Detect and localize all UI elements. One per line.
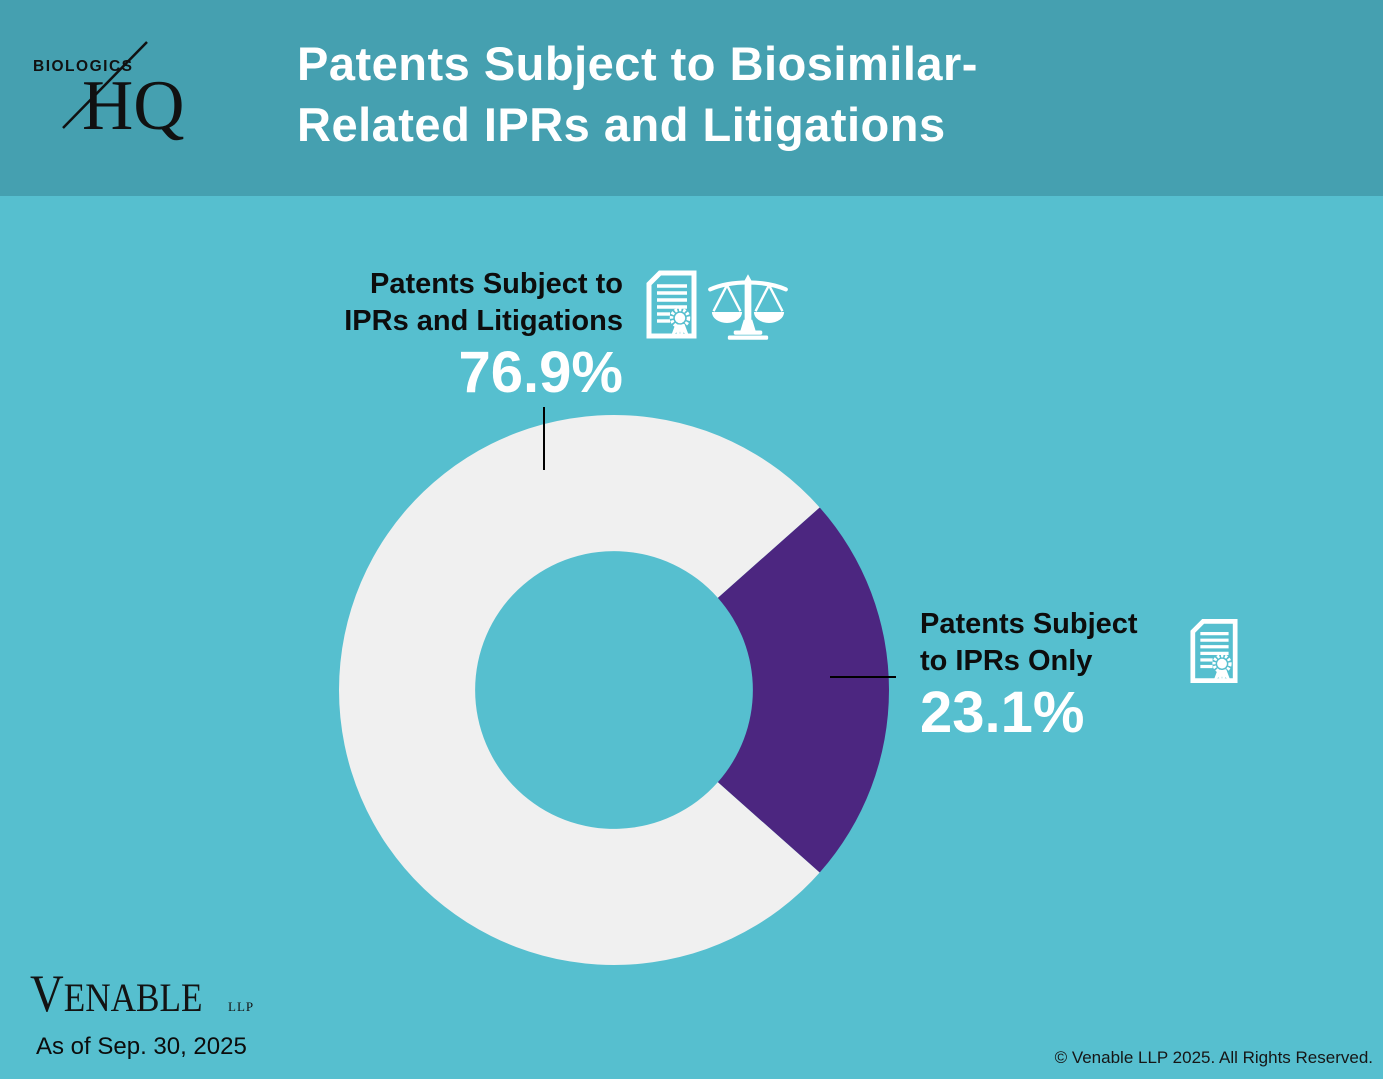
callout-iprs-and-litigations: Patents Subject to IPRs and Litigations … [344,266,623,403]
callout-right-percent: 23.1% [920,680,1085,745]
callout-right-label-line2: to IPRs Only [920,645,1093,677]
certificate-icon [646,270,697,339]
callout-left-label-line2: IPRs and Litigations [344,305,623,337]
callout-left-percent: 76.9% [458,340,623,405]
venable-logo-text: VENABLE [30,965,203,1023]
donut-slice-iprs-and-litigations [339,415,820,966]
scales-icon [708,274,788,340]
venable-logo: VENABLE LLP [30,971,254,1021]
as-of-date: As of Sep. 30, 2025 [36,1033,247,1060]
callout-iprs-only: Patents Subject to IPRs Only 23.1% [920,606,1138,743]
leader-line-right [830,676,896,678]
donut-slice-iprs-only [717,507,890,873]
venable-logo-llp: LLP [228,999,255,1014]
copyright-notice: © Venable LLP 2025. All Rights Reserved. [1054,1048,1373,1067]
logo-biologics-text: BIOLOGICS [33,58,133,75]
leader-line-left [543,407,545,470]
page-title-line1: Patents Subject to Biosimilar- [297,37,978,90]
callout-right-label-line1: Patents Subject [920,608,1138,640]
callout-left-label-line1: Patents Subject to [370,268,623,300]
page-title: Patents Subject to Biosimilar- Related I… [297,33,978,155]
logo-hq-text: HQ [82,67,185,145]
header-band: BIOLOGICS HQ Patents Subject to Biosimil… [0,0,1383,196]
logo-slash [62,41,148,129]
certificate-icon [1190,619,1238,683]
biologicshq-logo: BIOLOGICS HQ [33,41,185,145]
page-title-line2: Related IPRs and Litigations [297,98,946,151]
